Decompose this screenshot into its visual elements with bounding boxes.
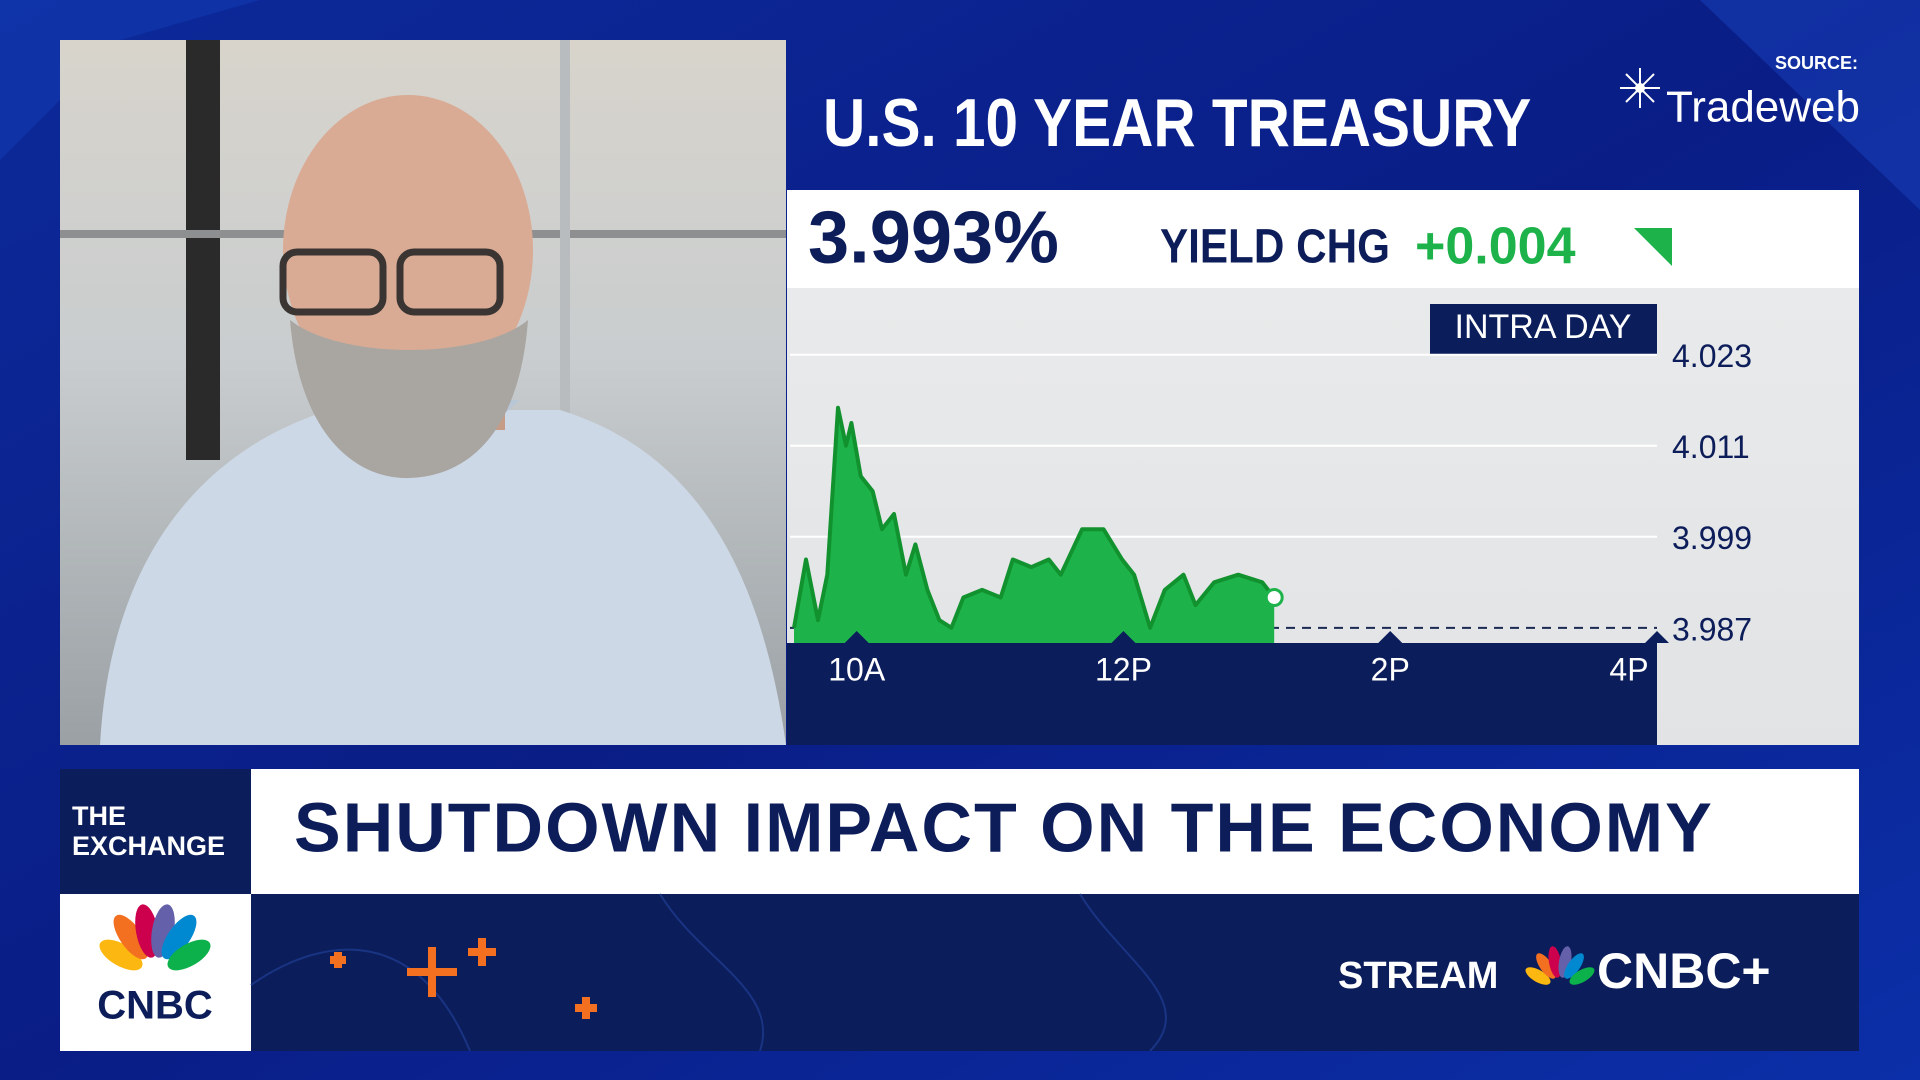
source-label: SOURCE: <box>1775 53 1858 73</box>
x-tick-mark <box>1111 631 1136 643</box>
x-tick-mark <box>1645 631 1669 643</box>
x-axis-band <box>787 643 1657 745</box>
y-tick-label: 4.023 <box>1672 338 1752 374</box>
source-name: Tradeweb <box>1666 83 1860 132</box>
headline-bar <box>251 769 1859 894</box>
person-shirt <box>100 410 786 745</box>
promo-decoration <box>250 893 1167 1052</box>
area-fill <box>794 407 1275 643</box>
yield-change: +0.004 <box>1415 218 1576 276</box>
range-label: INTRA DAY <box>1455 308 1632 346</box>
source-logo <box>1620 68 1660 108</box>
office-frame <box>560 40 570 540</box>
y-tick-label: 3.999 <box>1672 520 1752 556</box>
y-tick-label: 4.011 <box>1672 429 1750 465</box>
show-name: THE <box>72 801 126 831</box>
range-badge <box>1430 304 1657 354</box>
person-glasses <box>279 248 387 316</box>
office-pillar <box>186 40 220 460</box>
current-yield: 3.993% <box>808 196 1059 279</box>
headline: SHUTDOWN IMPACT ON THE ECONOMY <box>294 788 1714 866</box>
chart-title: U.S. 10 YEAR TREASURY <box>823 86 1531 161</box>
change-label: YIELD CHG <box>1160 219 1390 273</box>
x-tick-label: 12P <box>1095 651 1152 687</box>
plot: 3.987 3.999 4.011 4.023 10A 12P 2P 4P <box>790 338 1752 687</box>
person-glasses <box>396 248 504 316</box>
peacock-feather <box>1569 967 1595 985</box>
y-tick-label: 3.987 <box>1672 611 1752 647</box>
show-box <box>60 769 251 894</box>
network-logo <box>99 904 211 971</box>
x-tick-label: 2P <box>1371 651 1410 687</box>
peacock-feather <box>1525 967 1551 985</box>
area-line <box>792 405 1276 630</box>
peacock-feather <box>1548 946 1562 978</box>
promo-brand: CNBC+ <box>1597 943 1771 999</box>
network-name: CNBC <box>97 984 213 1028</box>
video-feed <box>60 40 786 745</box>
peacock-feather <box>1536 953 1556 979</box>
background-shape <box>1700 0 1920 210</box>
peacock-feather <box>1564 953 1584 979</box>
promo-logo <box>1525 946 1595 985</box>
peacock-feather <box>167 939 211 971</box>
change-indicator <box>1634 228 1672 266</box>
promo-plus <box>330 938 597 1019</box>
promo-label: STREAM <box>1338 955 1498 997</box>
x-tick-mark <box>1378 631 1403 643</box>
show-name: EXCHANGE <box>72 831 225 861</box>
person-beard <box>290 320 528 479</box>
last-point <box>1264 587 1284 607</box>
logo-burst <box>1620 68 1660 108</box>
x-tick-mark <box>844 631 869 643</box>
peacock-feather <box>113 914 149 960</box>
peacock-feather <box>99 939 143 971</box>
peacock-feather <box>161 914 197 960</box>
x-tick-label: 10A <box>828 651 886 687</box>
x-tick-label: 4P <box>1609 651 1648 687</box>
